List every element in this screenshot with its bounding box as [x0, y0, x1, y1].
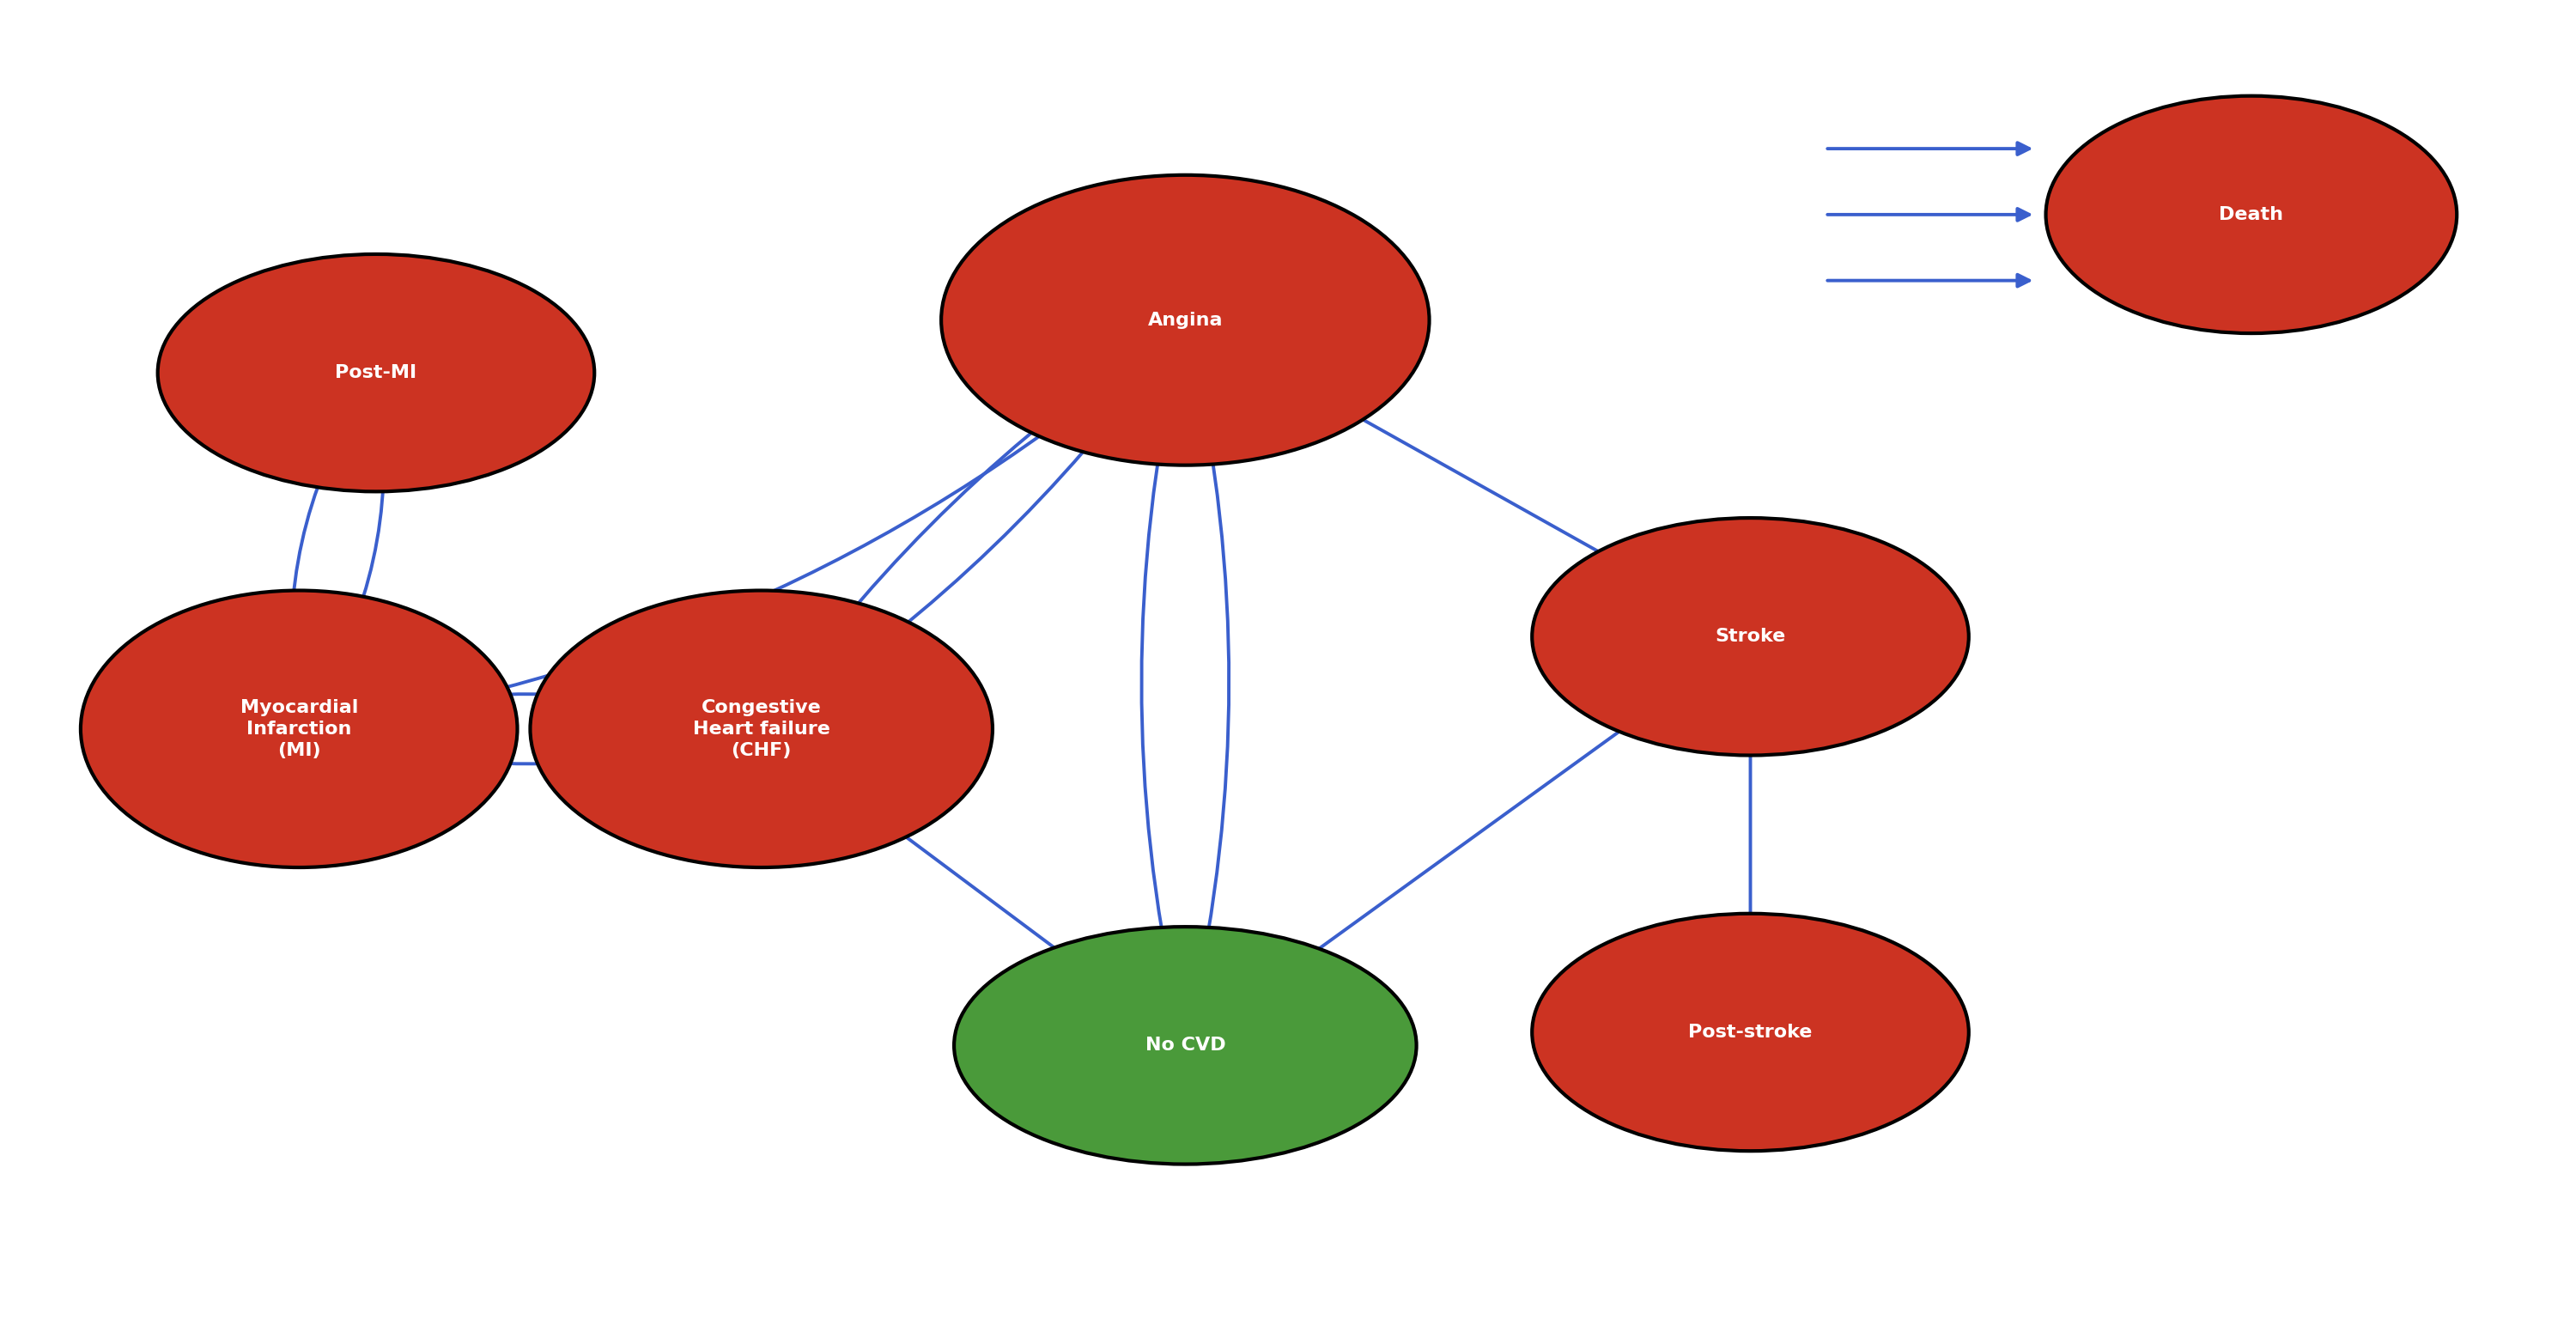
Text: No CVD: No CVD — [1146, 1037, 1226, 1054]
Ellipse shape — [80, 590, 518, 867]
Text: Angina: Angina — [1149, 312, 1224, 329]
Ellipse shape — [1533, 518, 1968, 756]
Text: Death: Death — [2218, 206, 2282, 223]
Ellipse shape — [157, 255, 595, 492]
Text: Congestive
Heart failure
(CHF): Congestive Heart failure (CHF) — [693, 699, 829, 758]
Ellipse shape — [531, 590, 992, 867]
Ellipse shape — [940, 175, 1430, 465]
Ellipse shape — [1533, 914, 1968, 1151]
Text: Post-stroke: Post-stroke — [1687, 1024, 1814, 1041]
Ellipse shape — [2045, 95, 2458, 333]
Ellipse shape — [953, 927, 1417, 1164]
Text: Post-MI: Post-MI — [335, 365, 417, 382]
Text: Myocardial
Infarction
(MI): Myocardial Infarction (MI) — [240, 699, 358, 758]
Text: Stroke: Stroke — [1716, 629, 1785, 646]
